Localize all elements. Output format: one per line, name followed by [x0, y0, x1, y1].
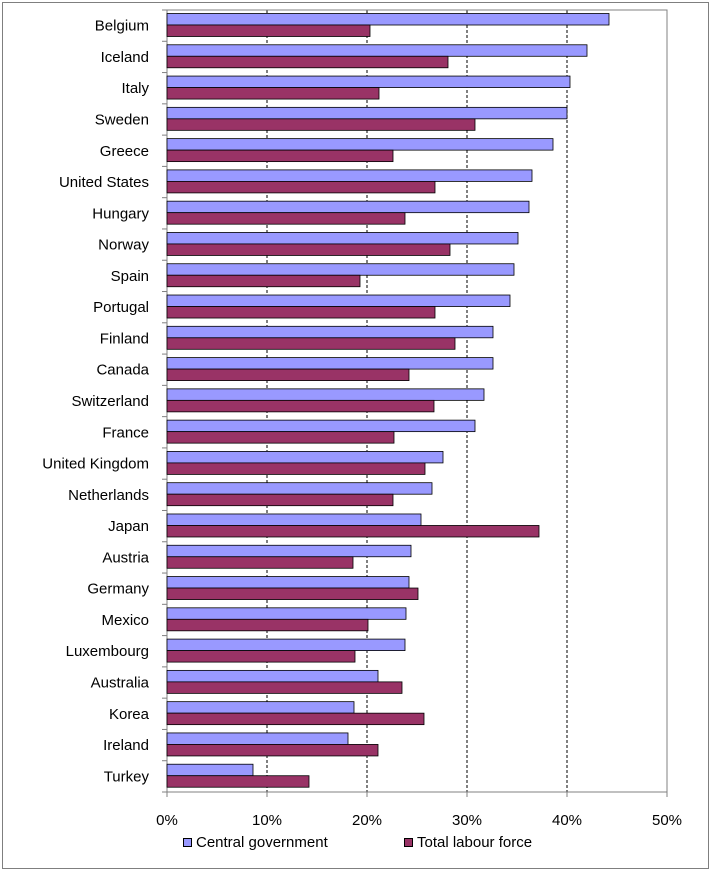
bar-central-government-5	[166, 169, 533, 182]
bar-central-government-24	[166, 763, 254, 777]
category-label-5: United States	[59, 174, 149, 191]
bar-central-government-13	[166, 419, 476, 433]
legend-item-central-government: Central government	[183, 834, 328, 851]
category-label-2: Italy	[121, 80, 149, 97]
legend-label-central-government: Central government	[196, 834, 328, 851]
category-label-21: Australia	[91, 675, 150, 692]
bar-total-labour-force-24	[166, 775, 310, 788]
bar-central-government-15	[166, 482, 433, 495]
bar-total-labour-force-21	[166, 681, 403, 694]
x-tick-label-2: 20%	[352, 812, 382, 829]
legend-swatch-total-labour-force	[404, 838, 413, 847]
bar-total-labour-force-10	[166, 337, 456, 350]
bar-total-labour-force-9	[166, 306, 436, 319]
bar-central-government-0	[166, 13, 610, 26]
bar-central-government-14	[166, 451, 444, 464]
bar-total-labour-force-1	[166, 55, 449, 69]
bar-central-government-9	[166, 294, 511, 307]
bar-total-labour-force-3	[166, 118, 476, 131]
bar-total-labour-force-15	[166, 493, 394, 507]
bar-central-government-20	[166, 638, 406, 651]
bar-central-government-16	[166, 513, 422, 526]
bar-total-labour-force-16	[166, 525, 540, 538]
category-label-3: Sweden	[95, 111, 149, 128]
category-label-13: France	[102, 424, 149, 441]
bar-total-labour-force-4	[166, 149, 394, 163]
category-label-1: Iceland	[101, 49, 149, 66]
bar-total-labour-force-6	[166, 212, 406, 225]
legend: Central government Total labour force	[0, 834, 713, 858]
category-label-12: Switzerland	[71, 393, 149, 410]
bar-central-government-19	[166, 607, 407, 620]
bar-central-government-1	[166, 44, 588, 57]
x-tick-label-4: 40%	[552, 812, 582, 829]
category-label-4: Greece	[100, 143, 149, 160]
bar-total-labour-force-20	[166, 650, 356, 663]
category-label-15: Netherlands	[68, 487, 149, 504]
x-tick-label-5: 50%	[652, 812, 682, 829]
legend-swatch-central-government	[183, 838, 192, 847]
bar-total-labour-force-12	[166, 399, 435, 413]
legend-item-total-labour-force: Total labour force	[404, 834, 532, 851]
bar-total-labour-force-14	[166, 462, 426, 475]
bar-total-labour-force-2	[166, 87, 380, 100]
bar-central-government-6	[166, 200, 530, 214]
bar-central-government-3	[166, 106, 568, 120]
category-label-22: Korea	[109, 706, 150, 723]
x-tick-label-3: 30%	[452, 812, 482, 829]
bar-total-labour-force-8	[166, 274, 361, 288]
bar-central-government-2	[166, 75, 571, 88]
bar-total-labour-force-7	[166, 243, 451, 256]
bar-total-labour-force-11	[166, 368, 410, 381]
bar-central-government-18	[166, 576, 410, 589]
bar-total-labour-force-5	[166, 180, 436, 194]
bar-central-government-21	[166, 669, 379, 683]
category-label-10: Finland	[100, 330, 149, 347]
category-label-9: Portugal	[93, 299, 149, 316]
category-label-18: Germany	[87, 581, 149, 598]
bar-central-government-4	[166, 138, 554, 151]
category-label-23: Ireland	[103, 737, 149, 754]
category-label-0: Belgium	[95, 18, 149, 35]
x-tick-label-1: 10%	[252, 812, 282, 829]
legend-label-total-labour-force: Total labour force	[417, 834, 533, 851]
category-label-8: Spain	[111, 268, 149, 285]
bar-central-government-17	[166, 544, 412, 558]
category-label-6: Hungary	[92, 205, 149, 222]
bar-total-labour-force-22	[166, 712, 425, 726]
category-label-7: Norway	[98, 237, 149, 254]
bar-central-government-12	[166, 388, 485, 401]
bar-total-labour-force-13	[166, 431, 395, 444]
bar-central-government-11	[166, 357, 494, 370]
bar-central-government-22	[166, 701, 355, 714]
bar-total-labour-force-18	[166, 587, 419, 600]
category-label-19: Mexico	[101, 612, 149, 629]
bar-central-government-10	[166, 325, 494, 339]
category-label-24: Turkey	[104, 768, 150, 785]
category-label-17: Austria	[102, 549, 149, 566]
bar-total-labour-force-0	[166, 24, 371, 37]
bar-total-labour-force-19	[166, 618, 369, 632]
category-label-11: Canada	[96, 362, 149, 379]
bar-total-labour-force-23	[166, 744, 379, 757]
category-label-16: Japan	[108, 518, 149, 535]
bar-central-government-23	[166, 732, 349, 745]
bar-total-labour-force-17	[166, 556, 354, 569]
bar-central-government-8	[166, 263, 515, 276]
bar-central-government-7	[166, 232, 519, 245]
category-label-14: United Kingdom	[42, 456, 149, 473]
x-tick-label-0: 0%	[156, 812, 178, 829]
category-label-20: Luxembourg	[66, 643, 149, 660]
